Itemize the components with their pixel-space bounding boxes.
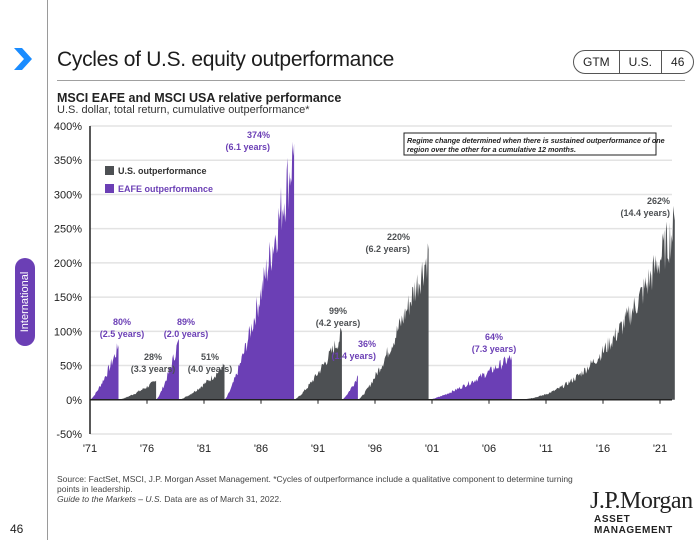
data-label-duration: (4.0 years): [188, 364, 233, 374]
page-number: 46: [10, 522, 24, 536]
x-tick-label: '01: [425, 443, 439, 455]
x-tick-label: '11: [539, 443, 553, 455]
eafe-outperformance-area: [341, 375, 358, 400]
x-tick-label: '76: [140, 443, 154, 455]
legend-label: EAFE outperformance: [118, 184, 213, 194]
source-note: Source: FactSet, MSCI, J.P. Morgan Asset…: [57, 474, 597, 504]
data-label-value: 36%: [358, 339, 376, 349]
us-outperformance-area: [357, 243, 429, 400]
data-label-value: 99%: [329, 306, 347, 316]
data-label-value: 374%: [247, 130, 270, 140]
data-label-duration: (6.2 years): [365, 244, 410, 254]
badge-gtm: GTM: [574, 51, 620, 73]
eafe-outperformance-area: [156, 338, 179, 400]
us-outperformance-area: [118, 380, 157, 400]
data-label-duration: (6.1 years): [225, 142, 270, 152]
chevron-right-icon[interactable]: [10, 46, 36, 72]
x-tick-label: '21: [653, 443, 667, 455]
guide-title: Guide to the Markets – U.S.: [57, 494, 162, 504]
legend-swatch: [105, 184, 114, 193]
eafe-outperformance-area: [428, 354, 512, 400]
data-label-duration: (3.3 years): [131, 364, 176, 374]
data-label-duration: (14.4 years): [620, 208, 670, 218]
source-text: Source: FactSet, MSCI, J.P. Morgan Asset…: [57, 474, 573, 494]
x-tick-label: '91: [311, 443, 325, 455]
x-tick-label: '16: [596, 443, 610, 455]
logo-subtitle: ASSET MANAGEMENT: [594, 514, 673, 536]
note-text: Regime change determined when there is s…: [407, 136, 665, 145]
note-text: region over the other for a cumulative 1…: [407, 145, 576, 154]
data-label-duration: (2.0 years): [164, 329, 209, 339]
data-label-value: 89%: [177, 317, 195, 327]
jpmorgan-logo: J.P.Morgan: [590, 488, 693, 514]
x-tick-label: '96: [368, 443, 382, 455]
y-tick-label: 200%: [54, 258, 82, 270]
data-label-value: 28%: [144, 352, 162, 362]
us-outperformance-area: [511, 205, 675, 400]
data-label-value: 64%: [485, 332, 503, 342]
gtm-badge: GTM U.S. 46: [573, 50, 695, 74]
chart-title: MSCI EAFE and MSCI USA relative performa…: [57, 91, 342, 105]
badge-region: U.S.: [620, 51, 663, 73]
data-label-value: 262%: [647, 196, 670, 206]
data-date: Data are as of March 31, 2022.: [161, 494, 282, 504]
data-label-value: 51%: [201, 352, 219, 362]
us-outperformance-area: [178, 363, 225, 400]
us-outperformance-area: [294, 327, 342, 400]
legend-swatch: [105, 166, 114, 175]
x-tick-label: '71: [83, 443, 97, 455]
x-tick-label: '81: [197, 443, 211, 455]
page-title: Cycles of U.S. equity outperformance: [57, 48, 395, 71]
y-tick-label: 400%: [54, 121, 82, 133]
y-tick-label: 350%: [54, 155, 82, 167]
data-label-value: 80%: [113, 317, 131, 327]
y-tick-label: 250%: [54, 224, 82, 236]
title-rule: [57, 80, 685, 81]
y-tick-label: 150%: [54, 292, 82, 304]
eafe-outperformance-area: [90, 343, 119, 400]
x-tick-label: '06: [482, 443, 496, 455]
data-label-value: 220%: [387, 232, 410, 242]
legend-label: U.S. outperformance: [118, 166, 207, 176]
eafe-outperformance-area: [224, 141, 295, 400]
data-label-duration: (1.4 years): [331, 351, 376, 361]
y-tick-label: -50%: [56, 429, 82, 441]
y-tick-label: 100%: [54, 326, 82, 338]
left-divider: [47, 0, 48, 540]
data-label-duration: (4.2 years): [316, 318, 361, 328]
y-tick-label: 50%: [60, 361, 82, 373]
note-box: [403, 132, 657, 156]
badge-page: 46: [671, 55, 685, 69]
section-tab-international[interactable]: International: [15, 258, 35, 346]
x-tick-label: '86: [254, 443, 268, 455]
chart-subtitle: U.S. dollar, total return, cumulative ou…: [57, 104, 310, 116]
y-tick-label: 0%: [66, 395, 82, 407]
data-label-duration: (7.3 years): [472, 344, 517, 354]
y-tick-label: 300%: [54, 189, 82, 201]
data-label-duration: (2.5 years): [100, 329, 145, 339]
